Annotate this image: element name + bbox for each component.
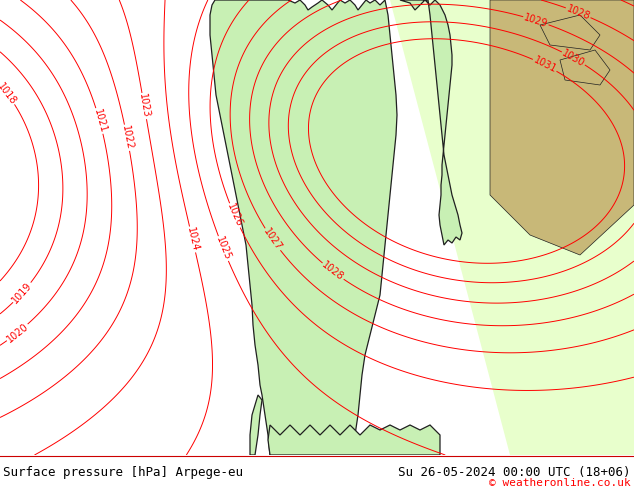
Polygon shape: [490, 0, 634, 255]
Text: 1025: 1025: [214, 235, 233, 262]
Text: 1023: 1023: [137, 93, 152, 119]
Polygon shape: [250, 395, 262, 455]
Polygon shape: [390, 0, 634, 455]
Text: 1029: 1029: [522, 12, 549, 29]
Text: 1024: 1024: [185, 226, 200, 253]
Polygon shape: [400, 0, 462, 245]
Text: Surface pressure [hPa] Arpege-eu: Surface pressure [hPa] Arpege-eu: [3, 466, 243, 479]
Text: 1021: 1021: [91, 108, 108, 134]
Text: Su 26-05-2024 00:00 UTC (18+06): Su 26-05-2024 00:00 UTC (18+06): [398, 466, 631, 479]
Polygon shape: [560, 50, 610, 85]
Text: 1019: 1019: [10, 280, 34, 305]
Text: 1028: 1028: [565, 3, 592, 22]
Text: 1030: 1030: [560, 48, 586, 69]
Polygon shape: [268, 425, 440, 455]
Text: 1027: 1027: [261, 226, 283, 252]
Text: 1018: 1018: [0, 81, 18, 106]
Text: 1031: 1031: [532, 55, 558, 75]
Text: © weatheronline.co.uk: © weatheronline.co.uk: [489, 478, 631, 488]
Text: 1020: 1020: [4, 321, 30, 344]
Text: 1028: 1028: [320, 260, 346, 283]
Polygon shape: [210, 0, 397, 455]
Polygon shape: [540, 15, 600, 50]
Text: 1022: 1022: [120, 124, 134, 151]
Text: 1026: 1026: [225, 202, 244, 229]
